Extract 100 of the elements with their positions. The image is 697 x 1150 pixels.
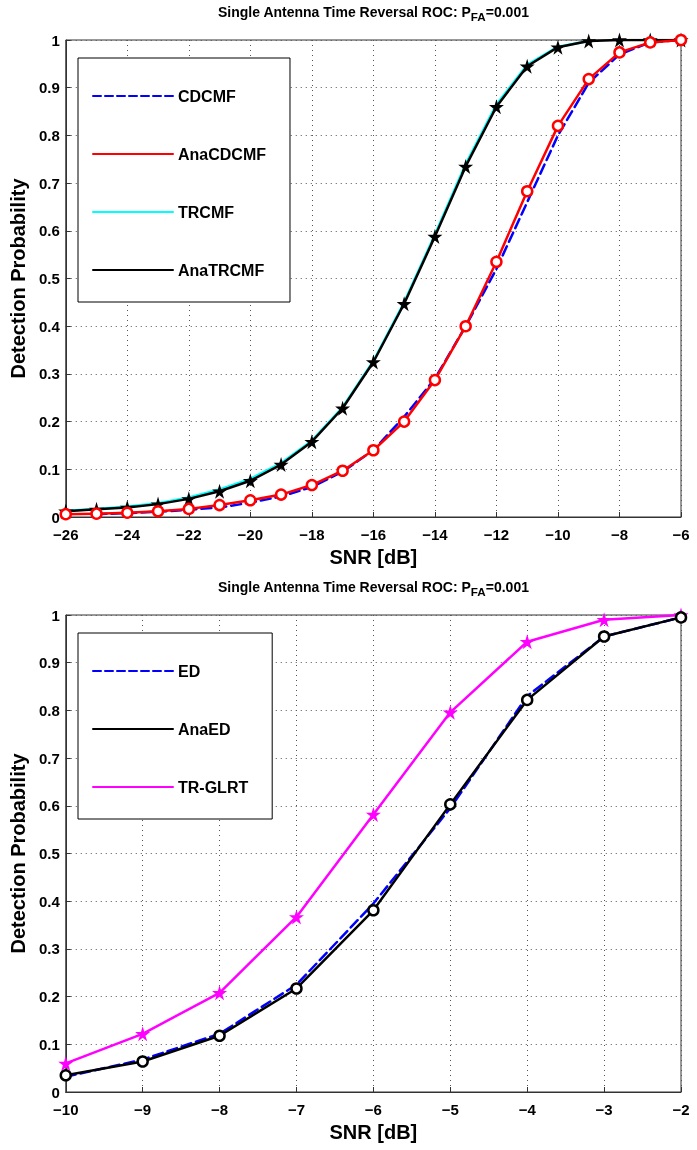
point xyxy=(597,630,611,643)
point xyxy=(444,798,457,811)
x-tick-label: −26 xyxy=(53,526,79,543)
point xyxy=(427,229,443,245)
x-tick-label: −2 xyxy=(672,1101,690,1118)
y-tick-label: 0.2 xyxy=(38,413,60,431)
point xyxy=(213,498,226,512)
y-axis-title: Detection Probability xyxy=(7,177,29,379)
legend-label: AnaTRCMF xyxy=(178,261,265,279)
point xyxy=(304,434,320,450)
y-tick-label: 0.1 xyxy=(38,1035,60,1053)
point xyxy=(459,319,472,333)
y-tick-label: 0.1 xyxy=(38,460,60,478)
point xyxy=(274,488,288,501)
y-tick-label: 0.9 xyxy=(38,654,60,672)
y-tick-label: 0.9 xyxy=(38,79,60,97)
point xyxy=(365,806,381,822)
point xyxy=(428,373,442,387)
y-tick-label: 1 xyxy=(51,606,60,624)
point xyxy=(135,1026,151,1042)
point xyxy=(335,400,351,416)
legend-label: TRCMF xyxy=(178,203,235,221)
x-tick-label: −6 xyxy=(672,526,690,543)
y-tick-label: 0.6 xyxy=(38,222,60,240)
point xyxy=(244,494,257,507)
point xyxy=(367,443,380,457)
point xyxy=(442,704,458,720)
point xyxy=(520,693,534,707)
legend-label: CDCMF xyxy=(178,87,236,105)
y-tick-label: 0.6 xyxy=(38,797,60,815)
point xyxy=(290,982,303,995)
x-tick-label: −16 xyxy=(360,526,387,543)
point xyxy=(396,296,412,312)
point xyxy=(551,119,565,133)
point xyxy=(90,507,103,520)
point xyxy=(613,46,626,59)
y-tick-label: 0.3 xyxy=(38,365,60,383)
y-tick-label: 0.4 xyxy=(38,892,61,910)
legend-label: TR-GLRT xyxy=(178,778,249,796)
y-tick-label: 0.7 xyxy=(38,174,60,192)
point xyxy=(367,904,380,917)
point xyxy=(212,985,228,1001)
point xyxy=(519,58,535,74)
legend-label: ED xyxy=(178,662,201,680)
point xyxy=(458,158,474,174)
point xyxy=(611,32,627,48)
x-tick-label: −20 xyxy=(237,526,264,543)
point xyxy=(582,72,595,86)
legend-label: AnaCDCMF xyxy=(178,145,267,163)
point xyxy=(59,1069,72,1082)
x-tick-label: −14 xyxy=(422,526,449,543)
legend-label: AnaED xyxy=(178,720,231,738)
x-tick-label: −12 xyxy=(483,526,510,543)
x-tick-label: −8 xyxy=(211,1101,229,1118)
x-axis-title: SNR [dB] xyxy=(329,1121,418,1143)
x-tick-label: −10 xyxy=(545,526,571,543)
y-tick-label: 0 xyxy=(51,508,60,526)
point xyxy=(488,99,504,115)
point xyxy=(136,1055,149,1068)
point xyxy=(121,506,134,519)
x-tick-label: −8 xyxy=(610,526,629,543)
y-tick-label: 0.8 xyxy=(38,126,60,144)
point xyxy=(305,478,319,492)
y-tick-label: 0.7 xyxy=(38,749,60,767)
y-tick-label: 0.8 xyxy=(38,701,60,719)
y-tick-label: 0.5 xyxy=(38,845,60,862)
x-tick-label: −7 xyxy=(287,1101,306,1118)
y-tick-label: 0.4 xyxy=(38,317,61,335)
point xyxy=(273,457,289,473)
x-tick-label: −10 xyxy=(53,1101,79,1118)
point xyxy=(242,473,258,489)
chart-title: Single Antenna Time Reversal ROC: P$_{FA}$=0.001 xyxy=(217,578,530,600)
point xyxy=(596,612,612,628)
point xyxy=(581,33,597,49)
point xyxy=(644,36,657,49)
point xyxy=(288,909,304,925)
point xyxy=(365,354,381,370)
x-tick-label: −6 xyxy=(364,1101,382,1118)
point xyxy=(59,507,72,521)
x-tick-label: −5 xyxy=(441,1101,459,1118)
point xyxy=(519,634,535,650)
x-tick-label: −24 xyxy=(114,526,141,543)
point xyxy=(212,483,228,499)
x-tick-label: −4 xyxy=(518,1101,537,1118)
x-tick-label: −9 xyxy=(134,1101,152,1118)
y-tick-label: 0.3 xyxy=(38,940,60,958)
y-tick-label: 0.2 xyxy=(38,988,60,1006)
point xyxy=(336,464,349,477)
point xyxy=(490,255,503,269)
chart-title: Single Antenna Time Reversal ROC: P$_{FA}$=0.001 xyxy=(217,3,530,25)
point xyxy=(550,39,566,55)
point xyxy=(151,505,165,518)
point xyxy=(520,184,534,198)
x-tick-label: −18 xyxy=(299,526,325,543)
y-tick-label: 0 xyxy=(51,1083,60,1101)
point xyxy=(397,415,411,428)
y-tick-label: 0.5 xyxy=(38,270,60,287)
x-tick-label: −3 xyxy=(595,1101,613,1118)
x-axis-title: SNR [dB] xyxy=(329,546,418,568)
point xyxy=(58,1055,74,1071)
